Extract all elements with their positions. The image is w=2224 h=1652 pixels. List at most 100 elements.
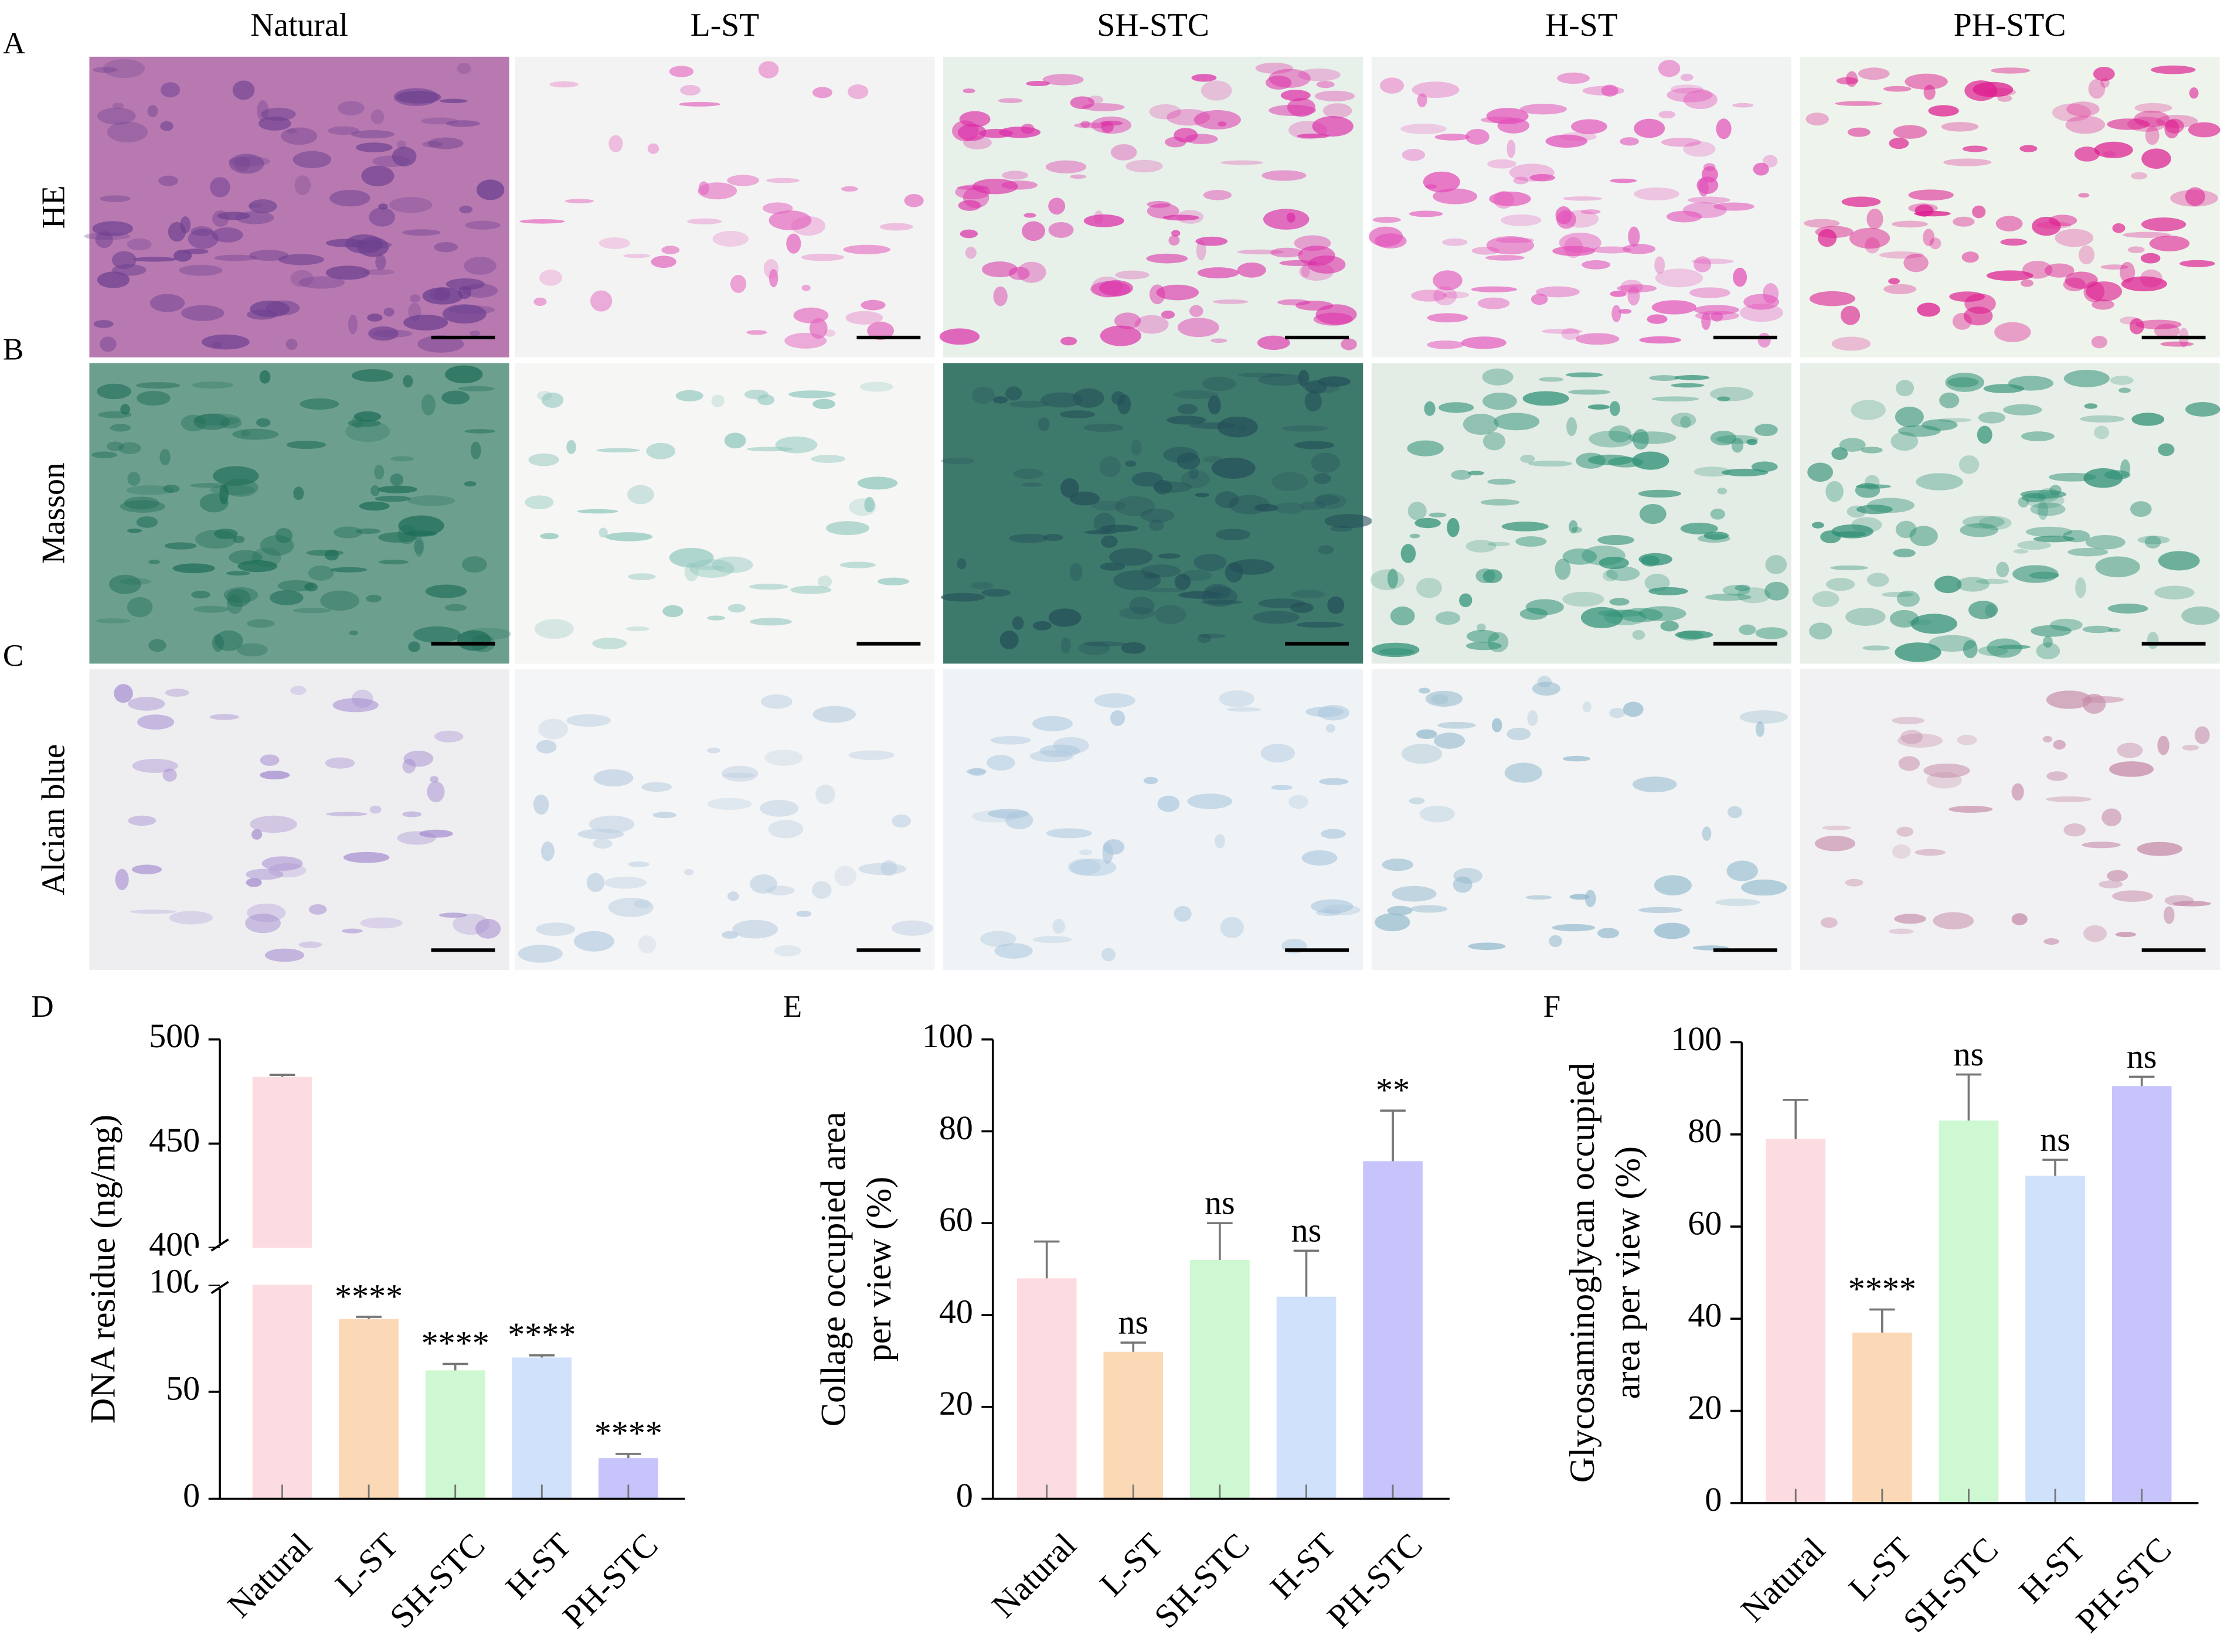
tissue-texture xyxy=(1204,584,1232,600)
tissue-texture xyxy=(2030,502,2066,516)
tissue-texture xyxy=(226,571,250,576)
tissue-texture xyxy=(457,63,471,74)
tissue-texture xyxy=(1892,844,1911,859)
tissue-texture xyxy=(1910,614,1957,634)
tissue-texture xyxy=(1929,237,1941,250)
tissue-texture xyxy=(1202,376,1236,391)
tissue-texture xyxy=(538,718,569,740)
tissue-texture xyxy=(1290,590,1326,598)
tissue-texture xyxy=(533,794,549,815)
tissue-texture xyxy=(1889,609,1919,628)
tissue-texture xyxy=(1972,205,1986,219)
tissue-texture xyxy=(1739,304,1784,322)
tissue-texture xyxy=(801,284,811,291)
tissue-texture xyxy=(2163,906,2175,924)
tissue-texture xyxy=(1675,631,1713,639)
tissue-texture xyxy=(1961,251,1979,263)
tissue-texture xyxy=(375,254,386,270)
panel-letter: B xyxy=(3,332,23,367)
tissue-texture xyxy=(2118,387,2131,393)
tissue-texture xyxy=(1437,721,1476,729)
tissue-texture xyxy=(1119,607,1155,619)
tissue-texture xyxy=(2000,239,2028,246)
tissue-texture xyxy=(2042,735,2053,742)
tissue-texture xyxy=(1271,472,1308,492)
tissue-texture xyxy=(1108,548,1153,566)
tissue-texture xyxy=(1836,77,1859,85)
tissue-texture xyxy=(2063,369,2110,387)
tissue-texture xyxy=(212,227,243,243)
tissue-texture xyxy=(1568,389,1611,395)
tissue-texture xyxy=(325,757,355,769)
tissue-texture xyxy=(707,747,720,754)
tissue-texture xyxy=(1658,110,1676,118)
tissue-texture xyxy=(214,254,258,261)
x-tick-label: PH-STC xyxy=(555,1525,665,1635)
tissue-texture xyxy=(768,268,778,288)
tissue-texture xyxy=(2110,376,2134,385)
tissue-texture xyxy=(355,142,393,152)
tissue-texture xyxy=(2081,696,2124,703)
tissue-texture xyxy=(812,398,836,410)
tissue-texture xyxy=(1417,93,1427,107)
bar xyxy=(2025,1176,2085,1503)
tissue-texture xyxy=(1387,568,1398,589)
tissue-texture xyxy=(1390,607,1415,626)
tissue-texture xyxy=(1208,395,1221,415)
tissue-texture xyxy=(1134,315,1169,334)
tissue-texture xyxy=(250,815,297,833)
tissue-texture xyxy=(1754,424,1778,437)
y-tick-label: 0 xyxy=(956,1476,973,1514)
tissue-texture xyxy=(1074,122,1108,129)
tissue-texture xyxy=(320,590,359,611)
tissue-texture xyxy=(1167,108,1210,126)
tissue-texture xyxy=(1739,710,1788,724)
tissue-texture xyxy=(308,904,327,915)
tissue-texture xyxy=(1313,473,1331,485)
tissue-texture xyxy=(334,526,363,539)
tissue-texture xyxy=(1189,305,1203,317)
tissue-texture xyxy=(1079,849,1093,856)
tissue-texture xyxy=(540,841,555,861)
tissue-texture xyxy=(1501,522,1549,532)
tissue-texture xyxy=(1632,629,1645,640)
tissue-texture xyxy=(1589,430,1634,448)
tissue-texture xyxy=(2127,246,2145,254)
tissue-texture xyxy=(1818,229,1837,247)
tissue-texture xyxy=(464,257,497,275)
tissue-texture xyxy=(589,815,635,833)
tissue-texture xyxy=(1149,104,1182,120)
tissue-texture xyxy=(476,179,505,200)
tissue-texture xyxy=(161,82,181,98)
tissue-texture xyxy=(368,326,399,341)
tissue-texture xyxy=(408,641,420,652)
tissue-texture xyxy=(1433,733,1465,749)
column-title: PH-STC xyxy=(1954,7,2066,43)
tissue-texture xyxy=(249,250,289,261)
tissue-texture xyxy=(1938,418,1972,423)
tissue-texture xyxy=(1260,744,1295,763)
tissue-texture xyxy=(199,493,229,513)
tissue-texture xyxy=(1325,724,1335,733)
tissue-texture xyxy=(1633,428,1649,450)
y-tick-label: 80 xyxy=(1688,1112,1722,1150)
tissue-texture xyxy=(1140,508,1175,523)
tissue-texture xyxy=(2020,490,2067,499)
tissue-texture xyxy=(1407,502,1427,520)
tissue-texture xyxy=(1609,425,1631,443)
tissue-texture xyxy=(749,584,788,590)
tissue-texture xyxy=(1535,286,1580,298)
tissue-texture xyxy=(1177,404,1198,415)
tissue-texture xyxy=(2120,261,2135,283)
tissue-texture xyxy=(1555,558,1571,580)
tissue-texture xyxy=(1762,155,1778,168)
tissue-texture xyxy=(1996,561,2009,578)
tissue-texture xyxy=(193,605,229,613)
tissue-texture xyxy=(1191,74,1217,82)
micrograph xyxy=(1800,669,2220,970)
tissue-texture xyxy=(1632,451,1669,470)
tissue-texture xyxy=(1382,859,1414,871)
tissue-texture xyxy=(1888,278,1900,285)
tissue-texture xyxy=(172,563,215,574)
tissue-texture xyxy=(1680,522,1718,534)
